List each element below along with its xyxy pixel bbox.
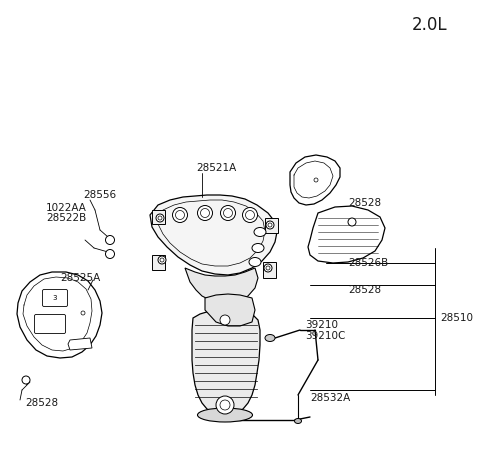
Circle shape — [314, 178, 318, 182]
Text: 28528: 28528 — [348, 198, 381, 208]
Text: 28510: 28510 — [440, 313, 473, 323]
Circle shape — [220, 400, 230, 410]
Circle shape — [266, 266, 270, 270]
Polygon shape — [205, 294, 255, 326]
Circle shape — [106, 236, 115, 245]
Polygon shape — [68, 338, 92, 350]
Text: 39210: 39210 — [305, 320, 338, 330]
Ellipse shape — [252, 244, 264, 252]
Text: 28528: 28528 — [348, 285, 381, 295]
Text: 28521A: 28521A — [196, 163, 236, 173]
Polygon shape — [17, 272, 102, 358]
Polygon shape — [263, 262, 276, 278]
Text: 3: 3 — [53, 295, 57, 301]
Ellipse shape — [295, 419, 301, 424]
Polygon shape — [192, 310, 260, 415]
Text: 39210C: 39210C — [305, 331, 346, 341]
Polygon shape — [150, 195, 277, 275]
Text: 28528: 28528 — [25, 398, 58, 408]
Circle shape — [216, 396, 234, 414]
FancyBboxPatch shape — [35, 314, 65, 333]
Text: 2.0L: 2.0L — [412, 16, 448, 34]
Text: 28526B: 28526B — [348, 258, 388, 268]
Circle shape — [176, 211, 184, 220]
Text: 28525A: 28525A — [60, 273, 100, 283]
Circle shape — [242, 207, 257, 222]
Circle shape — [201, 208, 209, 217]
Circle shape — [197, 206, 213, 221]
Circle shape — [264, 264, 272, 272]
Circle shape — [81, 311, 85, 315]
Polygon shape — [290, 155, 340, 205]
Text: 1022AA: 1022AA — [46, 203, 87, 213]
Polygon shape — [265, 218, 278, 233]
Polygon shape — [308, 206, 385, 263]
Circle shape — [245, 211, 254, 220]
Text: 28556: 28556 — [83, 190, 116, 200]
Circle shape — [172, 207, 188, 222]
Circle shape — [220, 315, 230, 325]
Circle shape — [22, 376, 30, 384]
Ellipse shape — [197, 408, 252, 422]
Circle shape — [158, 256, 166, 264]
Circle shape — [220, 206, 236, 221]
Ellipse shape — [265, 334, 275, 342]
Polygon shape — [152, 255, 165, 270]
Circle shape — [106, 250, 115, 259]
Circle shape — [266, 221, 274, 229]
FancyBboxPatch shape — [43, 289, 68, 307]
Polygon shape — [185, 268, 258, 302]
Text: 28522B: 28522B — [46, 213, 86, 223]
Polygon shape — [152, 210, 165, 224]
Circle shape — [224, 208, 232, 217]
Ellipse shape — [249, 257, 261, 266]
Circle shape — [268, 223, 272, 227]
Circle shape — [158, 216, 162, 220]
Circle shape — [348, 218, 356, 226]
Text: 28532A: 28532A — [310, 393, 350, 403]
Ellipse shape — [254, 227, 266, 236]
Circle shape — [156, 214, 164, 222]
Circle shape — [160, 258, 164, 262]
